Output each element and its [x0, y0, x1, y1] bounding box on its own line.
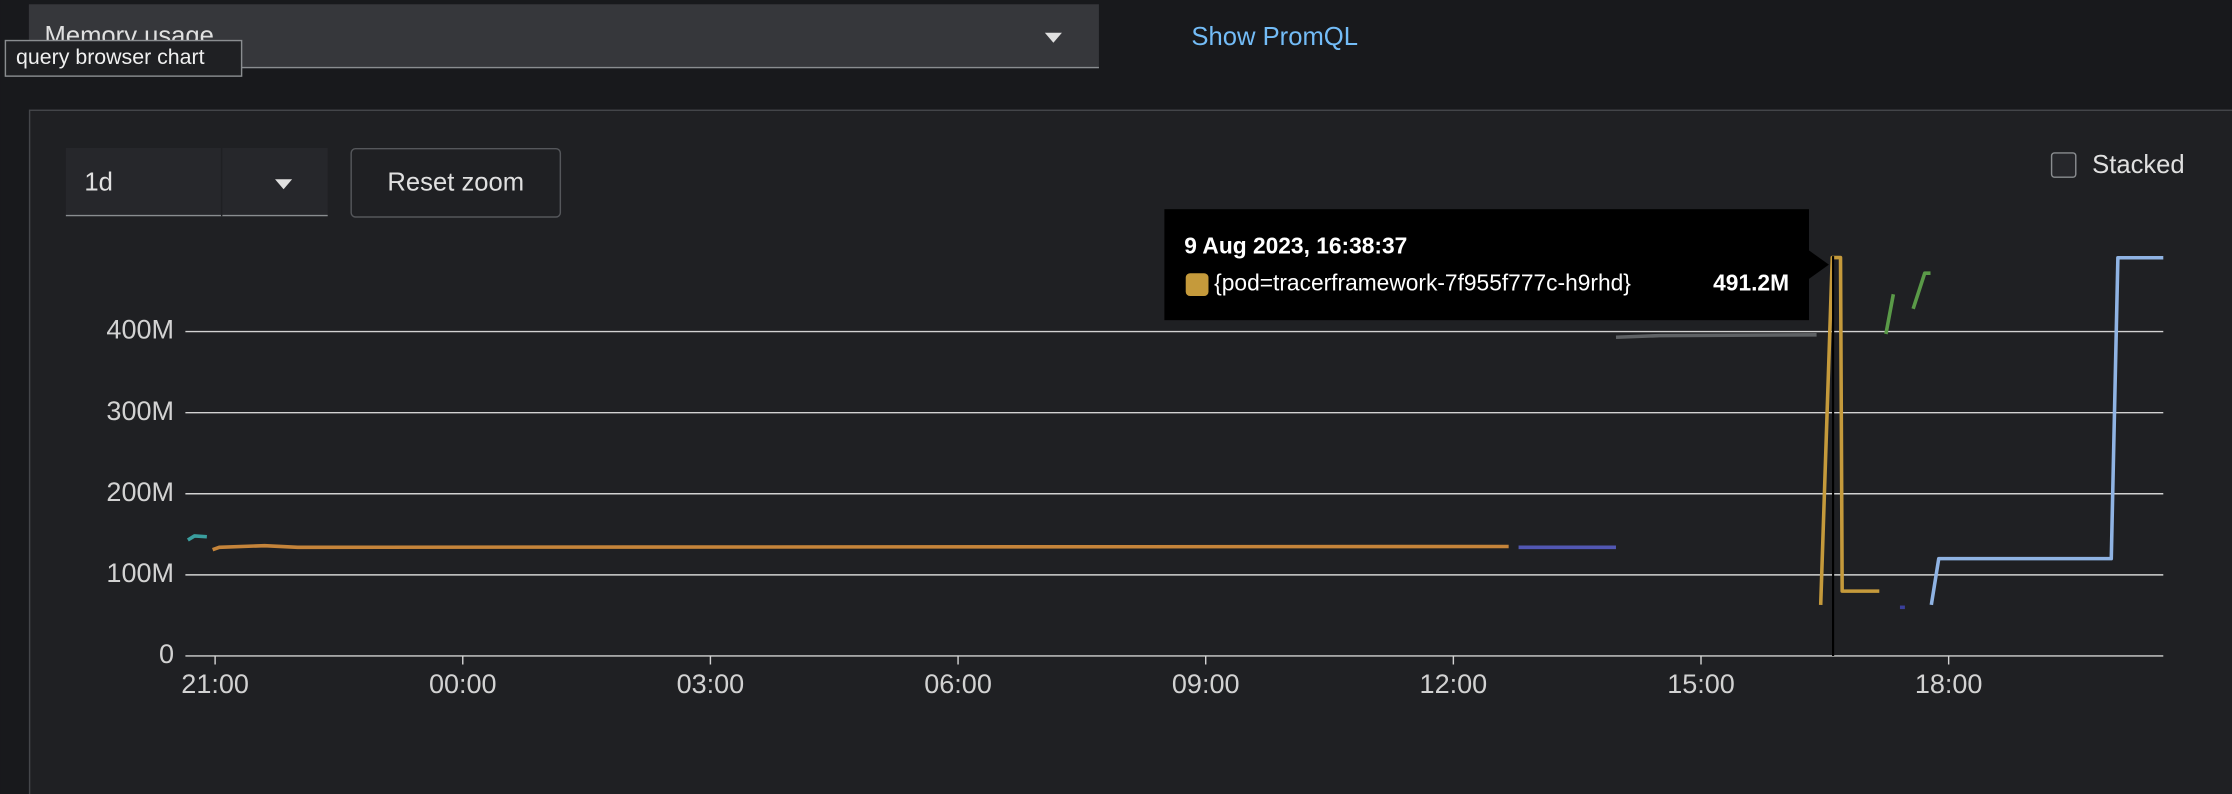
x-tick-label: 12:00	[1420, 669, 1488, 699]
tooltip-arrow	[1808, 250, 1829, 279]
reset-zoom-button[interactable]	[350, 147, 562, 218]
series-line	[212, 543, 1509, 552]
series-line	[1818, 255, 1880, 605]
series-line	[1911, 271, 1931, 310]
tooltip: 9 Aug 2023, 16:38:37 {pod=tracerframewor…	[1164, 209, 1829, 321]
show-promql-link[interactable]: Show PromQL	[1191, 23, 1358, 51]
x-tick-label: 09:00	[1172, 669, 1240, 699]
tooltip-series: {pod=tracerframework-7f955f777c-h9rhd}	[1214, 270, 1631, 296]
series-line	[1615, 333, 1817, 340]
x-tick-label: 00:00	[429, 669, 497, 699]
series-line	[186, 534, 207, 542]
chart-panel	[28, 109, 2232, 794]
y-tick-label: 300M	[106, 396, 174, 426]
stacked-checkbox[interactable]	[2050, 152, 2077, 178]
plot: 0 100M 200M 300M 400M 21:00 00:00 03:00 06:00 09:…	[106, 255, 2164, 699]
span-caret	[275, 179, 293, 190]
y-tick-label: 400M	[106, 315, 174, 345]
x-tick-label: 15:00	[1667, 669, 1735, 699]
series-line	[1884, 293, 1896, 335]
x-tick-label: 03:00	[677, 669, 745, 699]
y-tick-label: 100M	[106, 558, 174, 588]
x-tick-label: 18:00	[1915, 669, 1983, 699]
select-caret	[1044, 32, 1062, 43]
hover-label-box	[4, 39, 243, 77]
tooltip-box	[1164, 209, 1809, 321]
y-tick-label: 0	[159, 639, 174, 669]
tooltip-time: 9 Aug 2023, 16:38:37	[1184, 233, 1407, 259]
tooltip-value: 491.2M	[1713, 270, 1789, 296]
x-tick-label: 21:00	[181, 669, 249, 699]
stacked-label: Stacked	[2092, 151, 2185, 179]
series-line	[1929, 255, 2164, 606]
y-tick-label: 200M	[106, 477, 174, 507]
x-tick-label: 06:00	[924, 669, 992, 699]
tooltip-swatch	[1185, 273, 1209, 296]
hover-label: query browser chart	[16, 45, 205, 69]
reset-zoom-text: Reset zoom	[387, 168, 524, 196]
span-text: 1d	[84, 168, 113, 196]
